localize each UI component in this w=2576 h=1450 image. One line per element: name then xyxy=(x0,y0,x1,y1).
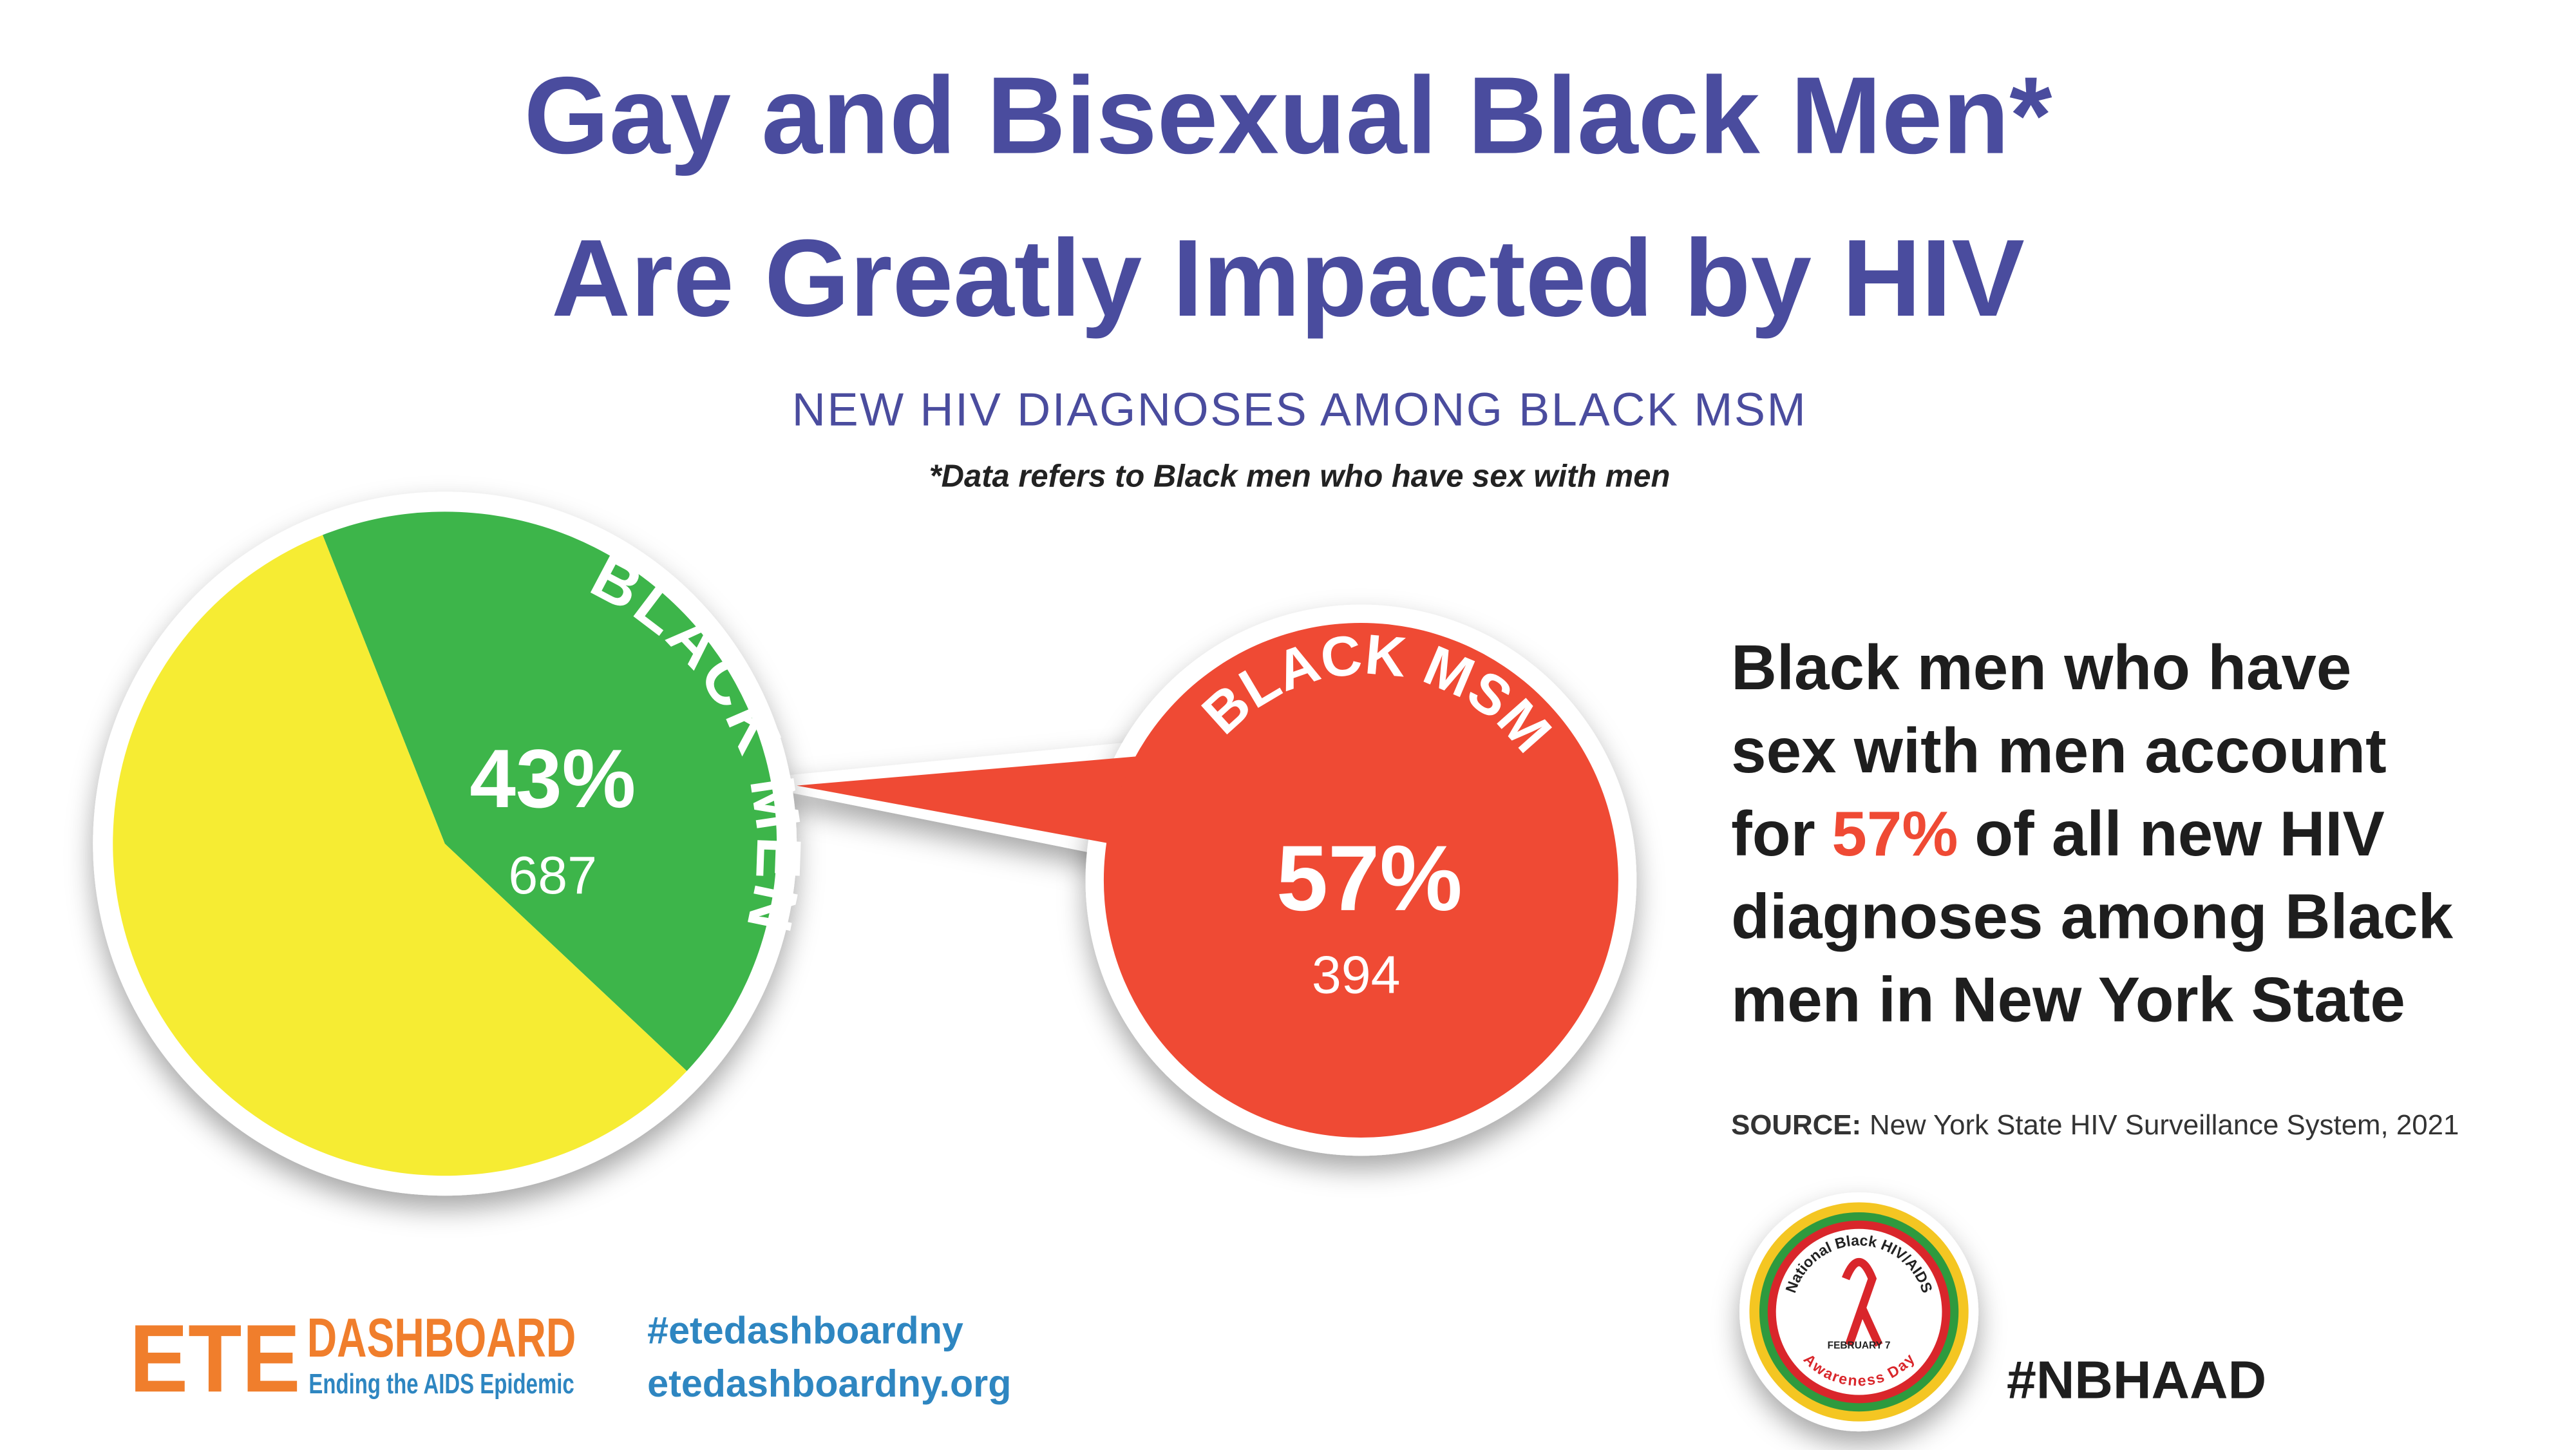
badge: National Black HIV/AIDS FEBRUARY 7 Aware… xyxy=(1739,1192,1979,1432)
statement-text: diagnoses among Black xyxy=(1731,881,2454,952)
statement: Black men who have sex with men account fo… xyxy=(1731,632,2454,1035)
note: *Data refers to Black men who have sex w… xyxy=(929,459,1671,494)
logo-tagline: Ending the AIDS Epidemic xyxy=(308,1368,574,1400)
logo-ete: ETE xyxy=(129,1304,300,1412)
callout-count: 394 xyxy=(1312,946,1401,1005)
badge-date: FEBRUARY 7 xyxy=(1828,1340,1891,1351)
hashtag[interactable]: #etedashboardny xyxy=(647,1309,963,1352)
slice-value-label: 43% xyxy=(469,732,636,825)
source-label: SOURCE: xyxy=(1731,1109,1861,1141)
statement-text: men in New York State xyxy=(1731,964,2405,1035)
subtitle: NEW HIV DIAGNOSES AMONG BLACK MSM xyxy=(792,384,1808,435)
website[interactable]: etedashboardny.org xyxy=(647,1362,1011,1405)
statement-line: for 57% of all new HIV xyxy=(1731,798,2385,869)
callout-bubble xyxy=(1103,622,1618,1138)
statement-text: of all new HIV xyxy=(1975,798,2385,869)
statement-line: Black men who have xyxy=(1731,632,2351,703)
title-line: Are Greatly Impacted by HIV xyxy=(551,217,2025,339)
pie xyxy=(113,511,777,1176)
nbhaad[interactable]: #NBHAAD xyxy=(2007,1351,2266,1410)
source: SOURCE: New York State HIV Surveillance S… xyxy=(1731,1109,2459,1141)
source-text: New York State HIV Surveillance System, … xyxy=(1870,1109,2459,1141)
pie-slice xyxy=(322,511,777,1071)
statement-text: Black men who have xyxy=(1731,632,2351,703)
statement-line: sex with men account xyxy=(1731,715,2387,786)
logo-dashboard: DASHBOARD xyxy=(307,1308,576,1369)
statement-text: sex with men account xyxy=(1731,715,2387,786)
statement-line: diagnoses among Black xyxy=(1731,881,2454,952)
slice-count: 687 xyxy=(508,846,597,905)
statement-line: men in New York State xyxy=(1731,964,2405,1035)
pie-slice xyxy=(113,535,687,1176)
callout-value: 57% xyxy=(1276,826,1463,930)
statement-highlight: 57% xyxy=(1832,798,1958,869)
statement-text: for xyxy=(1731,798,1815,869)
ribbon xyxy=(1841,1258,1883,1347)
title-line: Gay and Bisexual Black Men* xyxy=(524,55,2053,177)
callout-pointer xyxy=(797,756,1146,847)
